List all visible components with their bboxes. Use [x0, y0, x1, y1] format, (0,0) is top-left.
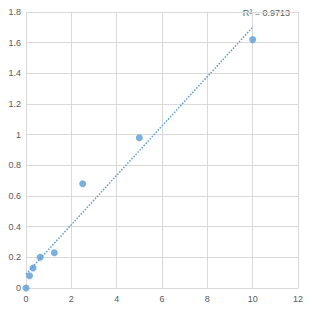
svg-text:6: 6 — [159, 294, 164, 304]
svg-text:1.2: 1.2 — [8, 99, 21, 109]
svg-text:0.8: 0.8 — [8, 160, 21, 170]
svg-text:4: 4 — [114, 294, 119, 304]
svg-text:1.4: 1.4 — [8, 68, 21, 78]
svg-text:1.6: 1.6 — [8, 38, 21, 48]
svg-text:0.4: 0.4 — [8, 222, 21, 232]
svg-text:8: 8 — [205, 294, 210, 304]
svg-text:0: 0 — [23, 294, 28, 304]
svg-text:1.8: 1.8 — [8, 7, 21, 17]
svg-text:0.6: 0.6 — [8, 191, 21, 201]
svg-text:10: 10 — [248, 294, 258, 304]
svg-text:R² = 0.9713: R² = 0.9713 — [242, 7, 290, 18]
svg-text:12: 12 — [293, 294, 303, 304]
svg-text:0.2: 0.2 — [8, 252, 21, 262]
svg-text:0: 0 — [16, 283, 21, 293]
svg-text:2: 2 — [69, 294, 74, 304]
svg-text:1: 1 — [16, 130, 21, 140]
